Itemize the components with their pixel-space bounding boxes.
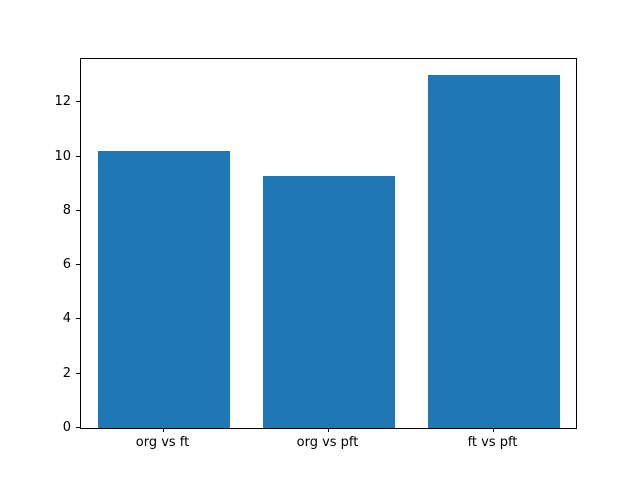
y-tick-mark <box>76 372 80 374</box>
x-tick-label: ft vs pft <box>467 435 518 450</box>
y-tick-mark <box>76 155 80 157</box>
y-tick-label: 6 <box>62 257 71 273</box>
x-tick-mark <box>327 428 329 432</box>
y-tick-mark <box>76 427 80 428</box>
y-tick-mark <box>76 209 80 211</box>
y-tick-mark <box>76 318 80 320</box>
y-tick-label: 12 <box>54 94 71 110</box>
y-tick-mark <box>76 101 80 103</box>
y-tick-label: 8 <box>62 202 71 218</box>
bar-org-vs-pft <box>262 175 395 428</box>
y-tick-mark <box>76 264 80 266</box>
bar-org-vs-ft <box>97 151 230 428</box>
plot-area <box>80 58 577 429</box>
x-tick-label: org vs ft <box>135 435 190 450</box>
bar-ft-vs-pft <box>427 75 560 428</box>
y-tick-label: 10 <box>54 148 71 164</box>
x-tick-mark <box>492 428 494 432</box>
y-tick-label: 2 <box>62 365 71 381</box>
y-tick-label: 4 <box>62 311 71 327</box>
y-tick-label: 0 <box>62 420 71 435</box>
x-tick-label: org vs pft <box>296 435 359 450</box>
x-tick-mark <box>162 428 164 432</box>
